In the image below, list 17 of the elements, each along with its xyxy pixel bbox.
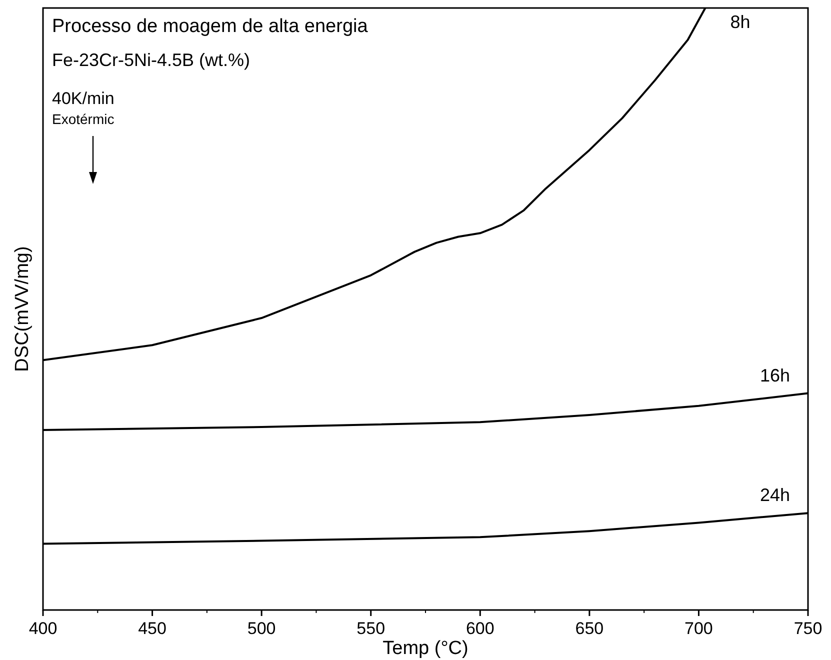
annotation: 40K/min	[52, 89, 114, 108]
x-tick-label: 700	[684, 619, 713, 638]
series-label: 16h	[760, 365, 790, 386]
y-axis-title: DSC(mVV/mg)	[12, 246, 33, 372]
x-tick-label: 600	[466, 619, 494, 638]
x-tick-label: 500	[247, 619, 276, 638]
x-tick-label: 450	[138, 619, 166, 638]
text: Fe-23Cr-5Ni-4.5B (wt.%)	[52, 50, 250, 70]
chart-title: Processo de moagem de alta energia	[52, 16, 368, 37]
series-label: 24h	[760, 485, 790, 506]
series-label: 8h	[730, 12, 750, 32]
x-tick-label: 400	[28, 619, 58, 638]
x-axis-title: Temp (°C)	[382, 638, 468, 659]
annotation: Exotérmic	[52, 111, 114, 127]
x-tick-label: 650	[575, 619, 604, 638]
x-tick-label: 550	[356, 619, 386, 638]
x-tick-label: 750	[794, 619, 822, 638]
